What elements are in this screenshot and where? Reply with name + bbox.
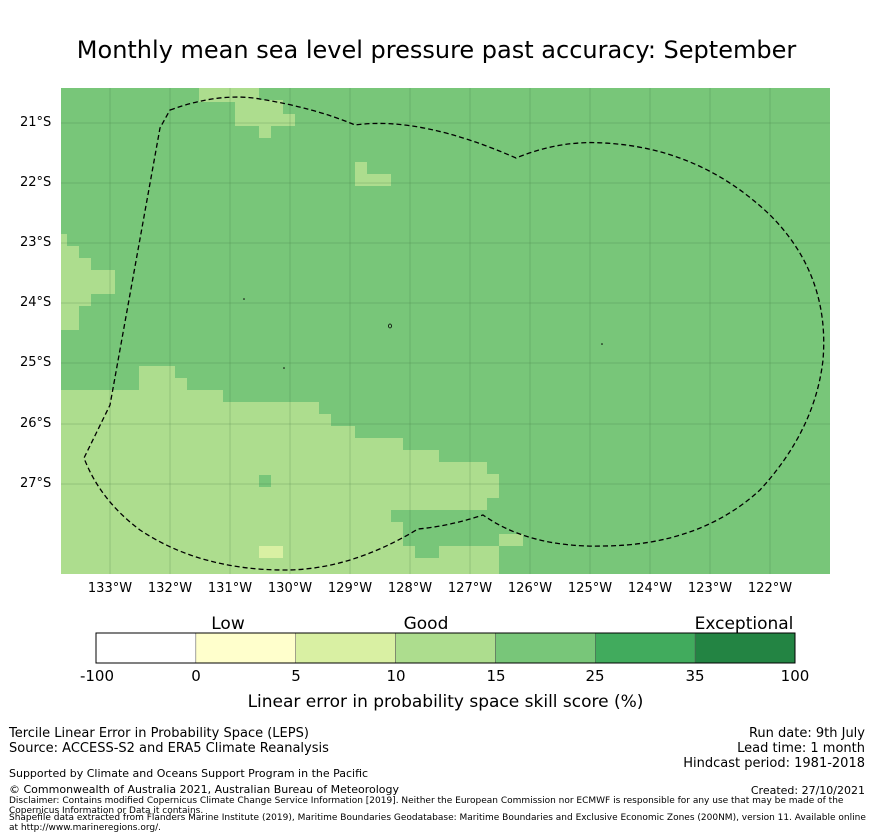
- colorbar-segment: [295, 632, 396, 664]
- supported-text: Supported by Climate and Oceans Support …: [9, 767, 369, 780]
- colorbar-segment: [595, 632, 696, 664]
- colorbar-segment: [495, 632, 596, 664]
- y-tick-label: 23°S: [20, 235, 52, 250]
- x-tick-label: 131°W: [207, 581, 253, 596]
- y-tick-label: 27°S: [20, 476, 52, 491]
- category-exceptional: Exceptional: [694, 614, 794, 634]
- colorbar-tick: 0: [191, 667, 201, 685]
- x-tick-label: 123°W: [687, 581, 733, 596]
- colorbar-tick: 35: [685, 667, 705, 685]
- good-region-southwest: [61, 366, 523, 574]
- y-tick-label: 26°S: [20, 416, 52, 431]
- colorbar-segment: [95, 632, 197, 664]
- hindcast-period: Hindcast period: 1981-2018: [683, 756, 865, 771]
- y-tick-label: 25°S: [20, 355, 52, 370]
- colorbar-tick: 5: [291, 667, 301, 685]
- eez-boundary: [83, 96, 825, 571]
- x-tick-label: 124°W: [627, 581, 673, 596]
- y-tick-label: 21°S: [20, 115, 52, 130]
- colorbar-tick: 25: [585, 667, 605, 685]
- island: [283, 367, 285, 369]
- gridlines: [61, 88, 830, 574]
- method-text: Tercile Linear Error in Probability Spac…: [9, 726, 309, 741]
- colorbar-label: Linear error in probability space skill …: [247, 692, 644, 712]
- x-tick-label: 128°W: [387, 581, 433, 596]
- low-patch: [259, 546, 283, 558]
- island: [601, 343, 603, 345]
- copyright-text: © Commonwealth of Australia 2021, Austra…: [9, 783, 399, 796]
- x-tick-label: 127°W: [447, 581, 493, 596]
- colorbar-tick: 15: [486, 667, 506, 685]
- x-tick-label: 122°W: [747, 581, 793, 596]
- colorbar-segment: [395, 632, 496, 664]
- disclaimer-text: Disclaimer: Contains modified Copernicus…: [9, 796, 844, 816]
- colorbar-segment: [694, 632, 796, 664]
- island: [243, 298, 245, 300]
- y-tick-label: 24°S: [20, 295, 52, 310]
- colorbar-segments: [95, 632, 796, 664]
- colorbar-tick: 100: [780, 667, 810, 685]
- y-tick-label: 22°S: [20, 175, 52, 190]
- shapefile-credit: Shapefile data extracted from Flanders M…: [9, 813, 866, 833]
- skill-map: [61, 88, 830, 574]
- lead-time: Lead time: 1 month: [737, 741, 865, 756]
- good-dark-patch-south: [259, 475, 271, 487]
- category-good: Good: [403, 614, 449, 634]
- map-title: Monthly mean sea level pressure past acc…: [76, 36, 797, 64]
- island: [388, 323, 392, 329]
- colorbar-tick: 10: [386, 667, 406, 685]
- good-region-north: [199, 88, 295, 138]
- good-dark-patch-south-3: [403, 522, 499, 546]
- x-tick-label: 126°W: [507, 581, 553, 596]
- x-tick-label: 129°W: [327, 581, 373, 596]
- run-date: Run date: 9th July: [748, 726, 865, 741]
- source-text: Source: ACCESS-S2 and ERA5 Climate Reana…: [9, 741, 329, 756]
- good-patch-north: [355, 162, 367, 186]
- x-tick-label: 133°W: [87, 581, 133, 596]
- colorbar-segment: [195, 632, 296, 664]
- good-region-west: [61, 234, 115, 330]
- x-tick-label: 132°W: [147, 581, 193, 596]
- colorbar-tick: -100: [79, 667, 115, 685]
- created-date: Created: 27/10/2021: [750, 784, 865, 797]
- x-tick-label: 125°W: [567, 581, 613, 596]
- category-low: Low: [211, 614, 245, 634]
- good-patch-north-2: [367, 174, 391, 186]
- colorbar-frame: [95, 632, 796, 664]
- x-tick-label: 130°W: [267, 581, 313, 596]
